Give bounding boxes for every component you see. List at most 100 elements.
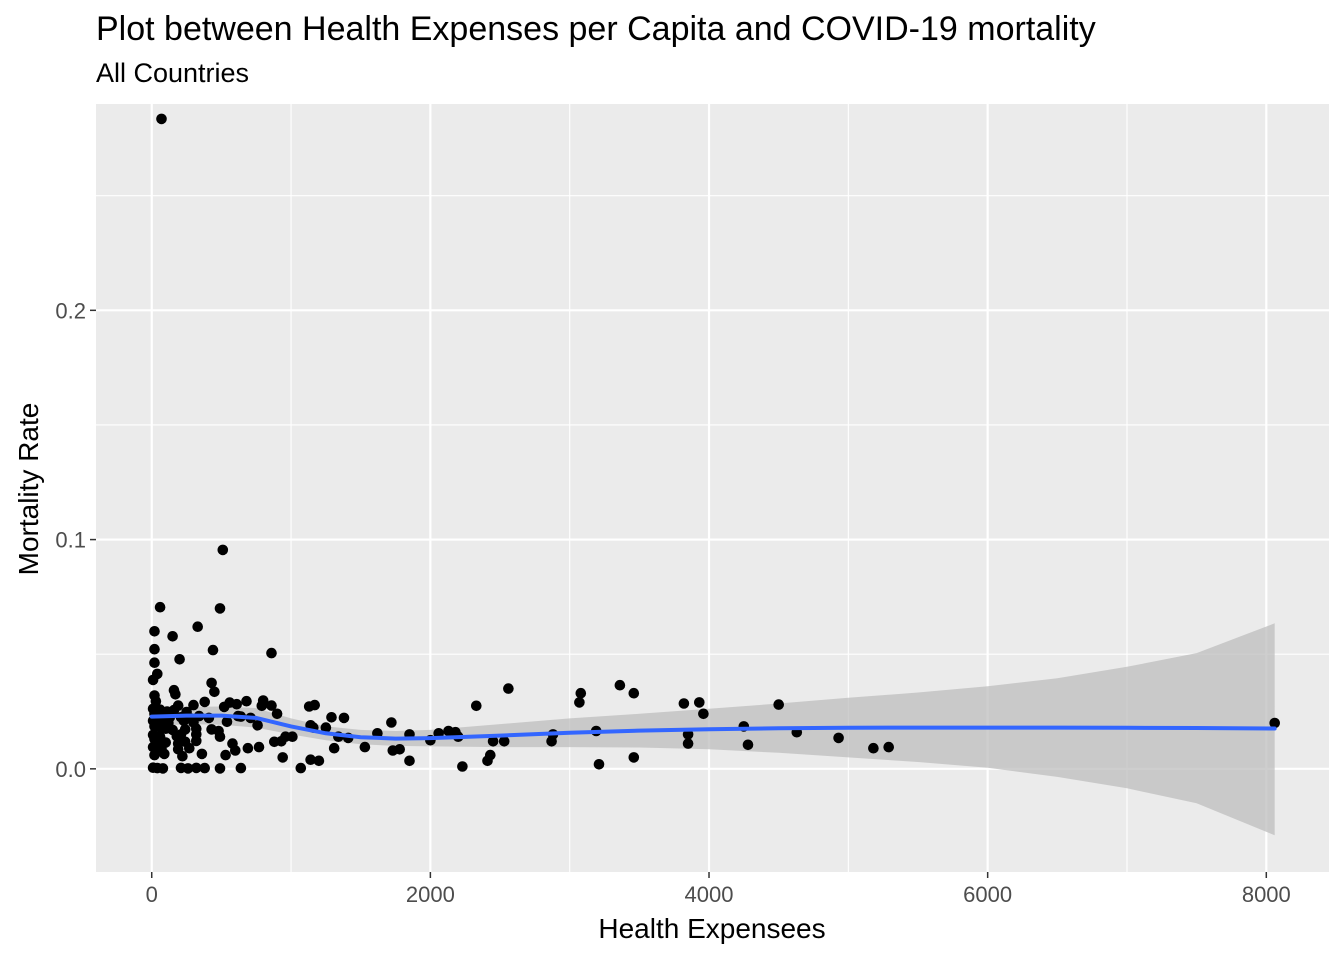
data-point — [457, 761, 468, 772]
chart-title: Plot between Health Expenses per Capita … — [96, 10, 1096, 48]
data-point — [199, 762, 210, 774]
x-tick-label: 4000 — [685, 882, 734, 907]
data-point — [207, 644, 219, 656]
data-point — [833, 732, 844, 744]
data-point — [252, 720, 263, 731]
data-point — [338, 712, 350, 724]
data-point — [149, 643, 160, 655]
data-point — [192, 621, 203, 632]
data-point — [305, 754, 316, 765]
data-point — [174, 654, 185, 665]
data-point — [157, 763, 169, 774]
data-point — [149, 626, 160, 637]
data-point — [182, 763, 194, 774]
data-point — [271, 708, 283, 720]
data-point — [868, 742, 879, 754]
data-point — [682, 729, 694, 740]
data-point — [503, 683, 514, 694]
data-point — [241, 695, 252, 707]
smooth-line-layer — [149, 713, 1277, 741]
data-point — [320, 722, 332, 733]
data-point — [154, 601, 166, 613]
data-point — [498, 736, 510, 747]
data-point — [170, 689, 181, 700]
data-point — [253, 741, 265, 753]
data-point — [287, 731, 298, 742]
x-tick-label: 2000 — [406, 882, 455, 907]
data-point — [217, 544, 229, 556]
data-point — [147, 674, 159, 686]
data-point — [682, 738, 694, 749]
data-point — [628, 687, 640, 699]
data-point — [276, 736, 287, 747]
y-tick-label: 0.2 — [55, 298, 86, 323]
data-point — [177, 750, 188, 762]
axes: 0 2000 4000 6000 8000 0.0 0.1 0.2 — [55, 298, 1290, 907]
y-tick-label: 0.1 — [55, 528, 86, 553]
data-point — [698, 708, 709, 720]
data-point — [277, 752, 289, 763]
data-point — [178, 715, 190, 726]
data-point — [199, 696, 210, 708]
data-point — [487, 736, 499, 747]
data-points-layer — [147, 113, 1280, 774]
data-point — [386, 717, 397, 728]
data-point — [206, 677, 217, 689]
data-point — [773, 699, 784, 710]
data-point — [575, 687, 587, 699]
data-point — [221, 716, 233, 728]
data-point — [742, 739, 754, 751]
data-point — [230, 745, 241, 756]
data-point — [313, 755, 325, 767]
data-point — [149, 657, 160, 668]
data-point — [214, 731, 226, 742]
data-point — [191, 762, 202, 774]
data-point — [443, 725, 454, 737]
data-point — [614, 679, 626, 691]
data-point — [231, 698, 242, 710]
data-point — [242, 742, 254, 754]
x-axis-title: Health Expensees — [598, 913, 825, 944]
x-tick-label: 6000 — [963, 882, 1012, 907]
data-point — [295, 762, 307, 774]
data-point — [156, 113, 167, 125]
data-point — [218, 701, 230, 713]
data-point — [328, 742, 340, 754]
data-point — [214, 763, 226, 774]
x-tick-label: 0 — [146, 882, 158, 907]
data-point — [471, 700, 482, 712]
data-point — [159, 748, 170, 760]
data-point — [266, 647, 277, 659]
data-point — [191, 735, 202, 747]
data-point — [628, 752, 640, 763]
data-point — [326, 712, 337, 723]
data-point — [694, 697, 705, 708]
data-point — [678, 698, 690, 709]
data-point — [220, 749, 231, 761]
data-point — [196, 748, 208, 760]
data-point — [209, 686, 220, 698]
x-tick-label: 8000 — [1242, 882, 1291, 907]
data-point — [482, 755, 493, 767]
data-point — [593, 759, 605, 770]
data-point — [266, 700, 277, 711]
data-point — [235, 762, 247, 774]
y-axis-title: Mortality Rate — [13, 403, 44, 576]
data-point — [149, 749, 160, 761]
chart-subtitle: All Countries — [96, 58, 250, 88]
data-point — [188, 699, 199, 711]
data-point — [147, 741, 159, 753]
y-tick-label: 0.0 — [55, 757, 86, 782]
data-point — [883, 741, 894, 753]
data-point — [394, 744, 406, 755]
data-point — [309, 699, 321, 711]
smooth-fit-line — [149, 713, 1277, 741]
data-point — [167, 631, 178, 642]
data-point — [256, 700, 268, 712]
data-point — [184, 742, 195, 754]
data-point — [1269, 717, 1280, 729]
data-point — [574, 697, 585, 708]
data-point — [404, 755, 415, 767]
data-point — [359, 741, 371, 753]
